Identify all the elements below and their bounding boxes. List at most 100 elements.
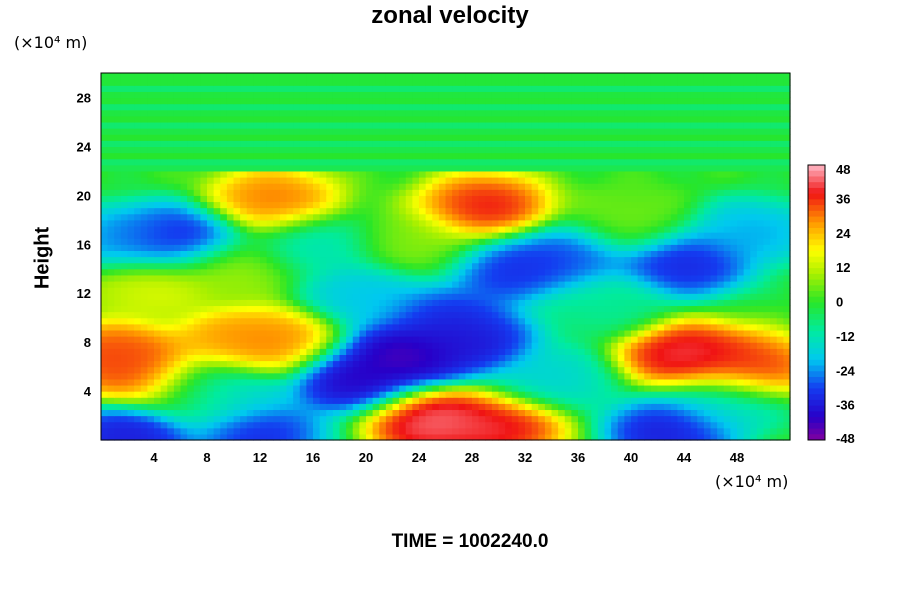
heatmap-cell (743, 280, 751, 288)
heatmap-cell (445, 427, 453, 435)
heatmap-cell (743, 201, 751, 209)
heatmap-cell (478, 366, 486, 374)
heatmap-cell (167, 421, 175, 429)
heatmap-cell (703, 164, 712, 172)
heatmap-cell (611, 415, 619, 423)
heatmap-cell (392, 427, 400, 435)
heatmap-cell (611, 262, 619, 270)
heatmap-cell (776, 207, 784, 215)
heatmap-cell (756, 164, 765, 172)
heatmap-cell (226, 201, 235, 209)
heatmap-cell (253, 378, 261, 386)
heatmap-cell (564, 354, 572, 362)
heatmap-cell (631, 433, 639, 441)
heatmap-cell (200, 268, 208, 276)
heatmap-cell (776, 415, 784, 423)
heatmap-cell (551, 360, 559, 368)
heatmap-cell (147, 293, 155, 300)
heatmap-cell (505, 189, 513, 196)
heatmap-cell (478, 256, 486, 264)
heatmap-cell (498, 415, 506, 423)
heatmap-cell (703, 201, 712, 209)
heatmap-cell (564, 183, 572, 190)
heatmap-cell (631, 262, 639, 270)
heatmap-cell (505, 213, 513, 221)
heatmap-cell (319, 336, 327, 343)
heatmap-cell (438, 268, 447, 276)
heatmap-cell (776, 238, 784, 245)
heatmap-cell (432, 268, 440, 276)
heatmap-cell (260, 256, 268, 264)
heatmap-cell (478, 268, 486, 276)
heatmap-cell (187, 268, 195, 276)
heatmap-cell (670, 152, 678, 160)
heatmap-cell (399, 317, 407, 325)
heatmap-cell (445, 403, 453, 411)
heatmap-cell (531, 348, 539, 355)
heatmap-cell (770, 250, 778, 258)
heatmap-cell (677, 250, 685, 258)
heatmap-cell (525, 207, 533, 215)
heatmap-cell (578, 336, 586, 343)
heatmap-cell (498, 158, 506, 166)
heatmap-cell (372, 378, 380, 386)
heatmap-cell (650, 433, 659, 441)
heatmap-cell (538, 336, 546, 343)
heatmap-cell (180, 342, 188, 349)
heatmap-cell (783, 336, 791, 343)
heatmap-cell (743, 244, 751, 251)
heatmap-cell (737, 256, 745, 264)
heatmap-cell (478, 280, 486, 288)
heatmap-cell (505, 366, 513, 374)
heatmap-cell (584, 384, 592, 392)
heatmap-cell (200, 360, 208, 368)
heatmap-cell (419, 232, 427, 239)
heatmap-cell (134, 164, 142, 172)
heatmap-cell (703, 366, 712, 374)
heatmap-cell (213, 293, 221, 300)
heatmap-cell (750, 384, 758, 392)
heatmap-cell (260, 403, 268, 411)
heatmap-cell (717, 152, 725, 160)
heatmap-cell (491, 354, 500, 362)
heatmap-cell (346, 415, 354, 423)
heatmap-cell (511, 244, 519, 251)
heatmap-cell (432, 207, 440, 215)
heatmap-cell (425, 158, 433, 166)
heatmap-cell (107, 164, 115, 172)
heatmap-cell (260, 232, 268, 239)
heatmap-cell (154, 256, 162, 264)
heatmap-cell (637, 170, 645, 178)
heatmap-cell (624, 201, 632, 209)
heatmap-cell (226, 311, 235, 319)
heatmap-cell (127, 336, 135, 343)
heatmap-cell (392, 183, 400, 190)
heatmap-cell (703, 378, 712, 386)
heatmap-cell (703, 268, 712, 276)
heatmap-cell (571, 287, 579, 294)
heatmap-cell (770, 183, 778, 190)
heatmap-cell (120, 305, 129, 313)
heatmap-cell (505, 195, 513, 203)
heatmap-cell (213, 397, 221, 404)
heatmap-cell (591, 232, 599, 239)
heatmap-cell (160, 244, 168, 251)
heatmap-cell (525, 262, 533, 270)
heatmap-cell (332, 213, 341, 221)
heatmap-cell (286, 164, 294, 172)
heatmap-cell (472, 329, 480, 337)
heatmap-cell (180, 287, 188, 294)
heatmap-cell (253, 152, 261, 160)
heatmap-cell (160, 238, 168, 245)
heatmap-cell (432, 384, 440, 392)
heatmap-cell (306, 256, 314, 264)
heatmap-cell (319, 403, 327, 411)
heatmap-cell (611, 280, 619, 288)
heatmap-cell (101, 238, 109, 245)
heatmap-cell (167, 305, 175, 313)
heatmap-cell (226, 176, 235, 184)
heatmap-cell (750, 219, 758, 227)
heatmap-cell (366, 287, 374, 294)
heatmap-cell (578, 219, 586, 227)
heatmap-cell (339, 384, 347, 392)
